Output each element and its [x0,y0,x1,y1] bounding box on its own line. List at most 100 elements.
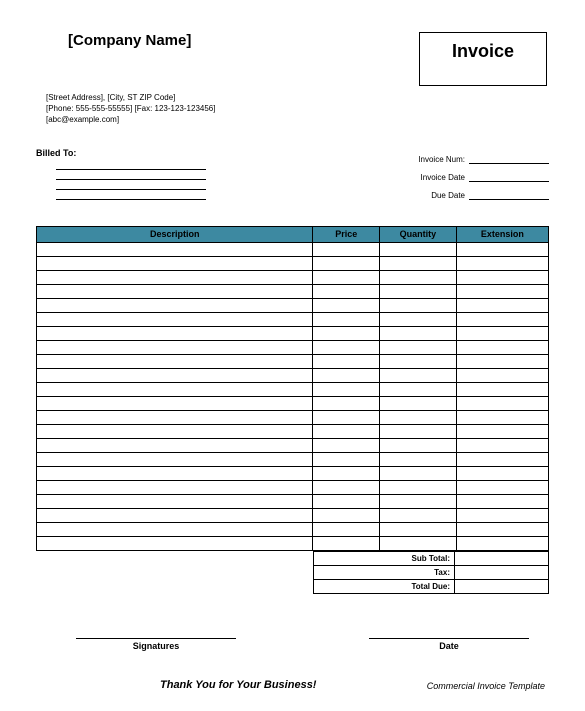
table-cell [380,494,457,508]
signature-right: Date [369,638,529,651]
table-cell [37,396,313,410]
table-cell [456,354,548,368]
table-cell [380,270,457,284]
table-cell [313,466,380,480]
table-cell [456,452,548,466]
due-date-label: Due Date [431,191,469,200]
company-block: [Company Name] [36,32,191,49]
invoice-page: [Company Name] Invoice [Street Address],… [0,0,585,711]
table-cell [37,284,313,298]
table-cell [456,368,548,382]
table-cell [37,452,313,466]
table-row [37,368,549,382]
meta-row-num: Invoice Num: [359,154,549,164]
billed-line-1 [56,160,206,170]
table-cell [313,522,380,536]
table-cell [380,438,457,452]
phone-line: [Phone: 555-555-55555] [Fax: 123-123-123… [46,103,549,114]
table-cell [37,522,313,536]
subtotal-row: Sub Total: [314,551,549,565]
table-cell [313,536,380,550]
table-row [37,396,549,410]
table-cell [456,536,548,550]
table-cell [37,438,313,452]
billed-to-label: Billed To: [36,148,216,158]
table-cell [380,312,457,326]
signature-label-right: Date [369,641,529,651]
table-cell [37,536,313,550]
table-cell [456,312,548,326]
template-name: Commercial Invoice Template [427,681,545,691]
billed-line-3 [56,180,206,190]
col-description: Description [37,226,313,242]
table-cell [313,270,380,284]
subtotal-label: Sub Total: [314,551,455,565]
table-cell [313,424,380,438]
meta-row-date: Invoice Date [359,172,549,182]
table-row [37,438,549,452]
tax-row: Tax: [314,565,549,579]
table-cell [456,410,548,424]
invoice-date-value [469,172,549,182]
invoice-num-value [469,154,549,164]
header: [Company Name] Invoice [36,32,549,86]
table-cell [37,424,313,438]
address-line: [Street Address], [City, ST ZIP Code] [46,92,549,103]
invoice-title: Invoice [452,41,514,61]
table-cell [313,312,380,326]
table-cell [313,382,380,396]
signature-row: Signatures Date [36,638,549,651]
signature-label-left: Signatures [76,641,236,651]
totaldue-value [455,579,549,593]
billed-line-2 [56,170,206,180]
table-row [37,312,549,326]
table-cell [456,242,548,256]
table-row [37,270,549,284]
table-cell [313,256,380,270]
table-cell [37,480,313,494]
table-cell [313,480,380,494]
table-row [37,452,549,466]
invoice-date-label: Invoice Date [421,173,469,182]
table-cell [380,242,457,256]
totals-section: Sub Total: Tax: Total Due: [36,551,549,594]
table-cell [456,284,548,298]
table-row [37,354,549,368]
table-cell [313,298,380,312]
invoice-title-box: Invoice [419,32,547,86]
table-row [37,508,549,522]
table-cell [380,284,457,298]
table-cell [456,298,548,312]
invoice-meta: Invoice Num: Invoice Date Due Date [359,154,549,208]
signature-left: Signatures [76,638,236,651]
table-cell [456,424,548,438]
meta-row-due: Due Date [359,190,549,200]
table-row [37,382,549,396]
table-cell [37,354,313,368]
signature-line-left [76,638,236,639]
items-body [37,242,549,550]
table-cell [313,354,380,368]
table-row [37,466,549,480]
table-cell [313,508,380,522]
table-cell [456,256,548,270]
due-date-value [469,190,549,200]
table-cell [313,284,380,298]
table-cell [380,354,457,368]
table-cell [37,466,313,480]
col-price: Price [313,226,380,242]
totaldue-label: Total Due: [314,579,455,593]
table-cell [456,494,548,508]
table-cell [456,270,548,284]
table-cell [313,410,380,424]
table-row [37,340,549,354]
items-table: Description Price Quantity Extension [36,226,549,551]
table-cell [456,438,548,452]
table-cell [456,382,548,396]
company-details: [Street Address], [City, ST ZIP Code] [P… [36,92,549,126]
table-cell [313,242,380,256]
table-cell [380,466,457,480]
table-row [37,480,549,494]
table-cell [380,256,457,270]
table-cell [313,396,380,410]
